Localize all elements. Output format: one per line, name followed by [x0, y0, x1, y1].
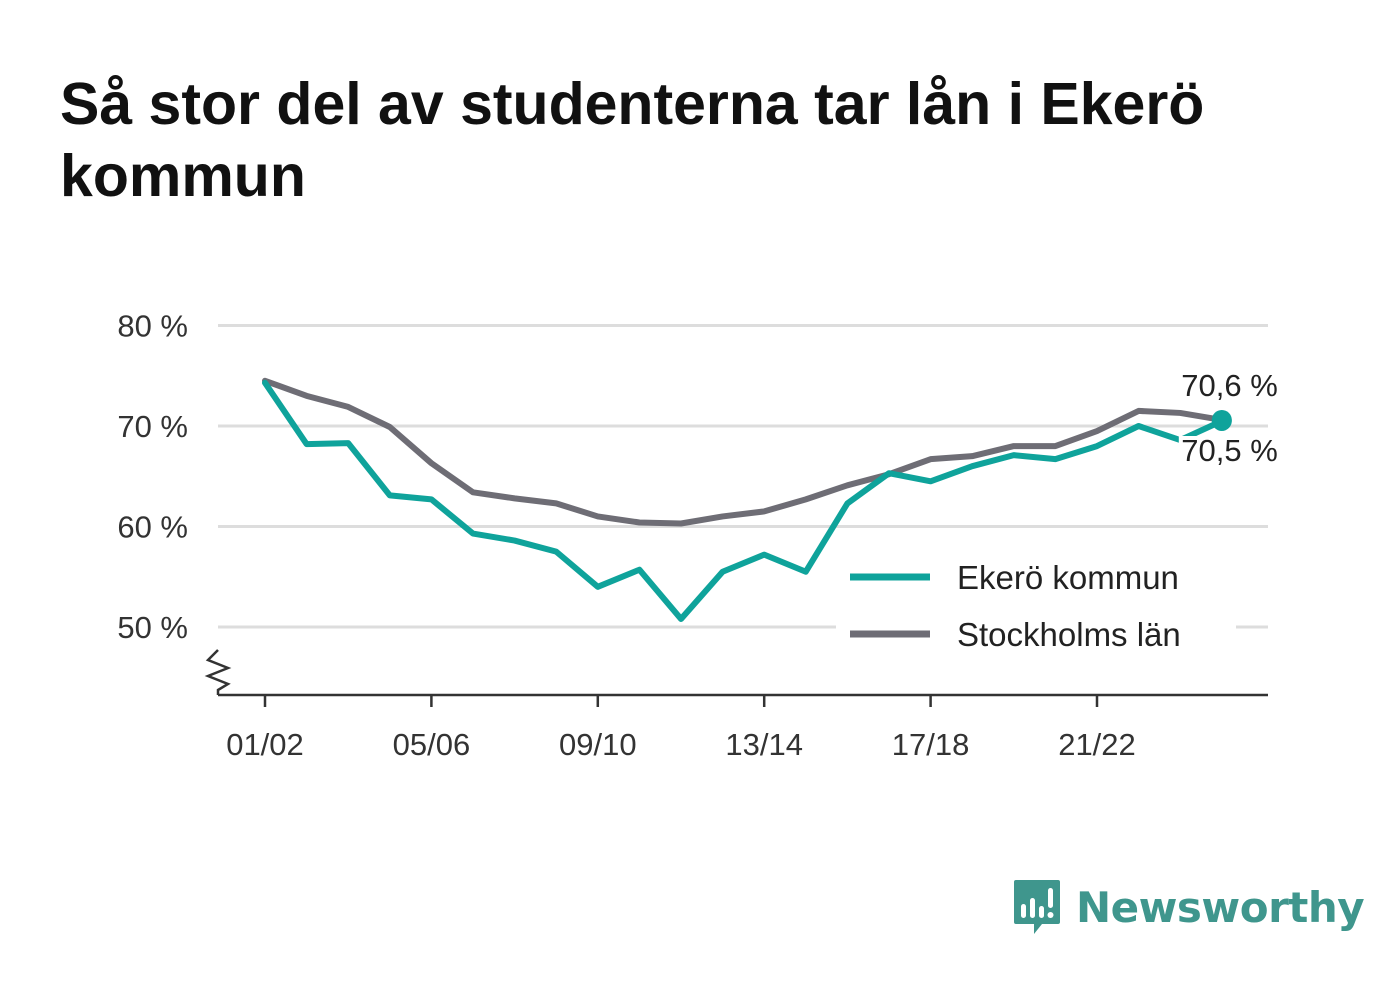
brand-logo: Newsworthy [1012, 878, 1365, 936]
legend-label: Stockholms län [957, 616, 1181, 653]
y-axis-ticks: 80 % 70 % 60 % 50 % [117, 309, 188, 646]
newsworthy-logo-icon [1014, 880, 1060, 934]
x-tick-label: 13/14 [725, 727, 803, 762]
x-tick-label: 01/02 [226, 727, 304, 762]
legend-background [836, 540, 1236, 665]
x-tick-label: 09/10 [559, 727, 637, 762]
series-line-stockholm [262, 377, 1225, 527]
x-tick-label: 17/18 [892, 727, 970, 762]
end-labels: 70,6 % 70,5 % [1177, 368, 1282, 472]
x-tick-label: 05/06 [393, 727, 471, 762]
legend-label: Ekerö kommun [957, 559, 1179, 596]
y-tick-label: 50 % [117, 610, 188, 645]
series-line-ekero [262, 379, 1225, 622]
series-lines [262, 377, 1232, 622]
y-tick-label: 60 % [117, 510, 188, 545]
y-tick-label: 70 % [117, 409, 188, 444]
x-tick-label: 21/22 [1058, 727, 1136, 762]
axis-break-icon [204, 649, 232, 695]
end-point-stockholm [1211, 409, 1232, 430]
x-axis: 01/02 05/06 09/10 13/14 17/18 21/22 [204, 649, 1268, 762]
brand-name: Newsworthy [1076, 882, 1365, 932]
end-label-ekero: 70,5 % [1181, 433, 1278, 468]
y-tick-label: 80 % [117, 309, 188, 344]
legend: Ekerö kommun Stockholms län [836, 540, 1236, 665]
chart-title: Så stor del av studenterna tar lån i Eke… [60, 71, 1205, 209]
end-label-stockholm: 70,6 % [1181, 368, 1278, 403]
